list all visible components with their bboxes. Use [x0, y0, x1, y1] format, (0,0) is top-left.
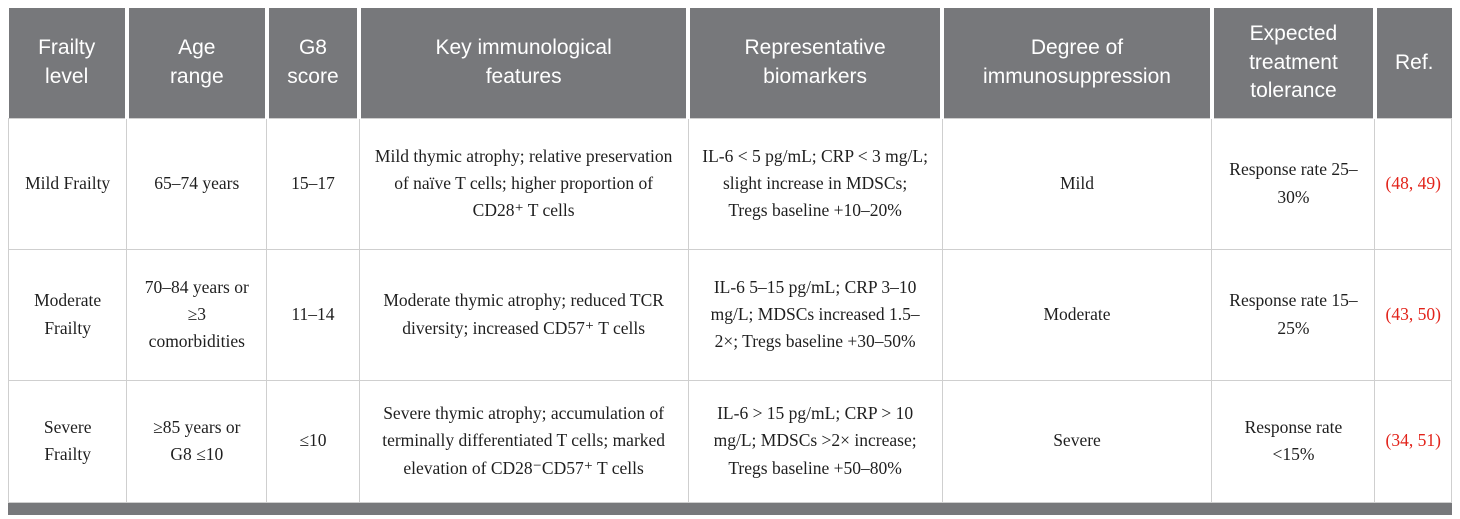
cell-frailty-level: Moderate Frailty: [7, 248, 128, 381]
cell-age-range: ≥85 years or G8 ≤10: [126, 379, 268, 503]
cell-g8-score: 11–14: [266, 248, 360, 381]
cell-biomarkers: IL-6 > 15 pg/mL; CRP > 10 mg/L; MDSCs >2…: [687, 379, 943, 503]
col-header-age-range: Age range: [124, 8, 267, 118]
table-row-mild: Mild Frailty 65–74 years 15–17 Mild thym…: [7, 117, 1452, 250]
cell-frailty-level: Severe Frailty: [7, 379, 128, 503]
cell-immunological-features: Severe thymic atrophy; accumulation of t…: [358, 379, 689, 503]
frailty-immunology-table: Frailty level Age range G8 score Key imm…: [7, 8, 1452, 503]
cell-frailty-level: Mild Frailty: [7, 117, 128, 250]
cell-g8-score: 15–17: [266, 117, 360, 250]
header-row: Frailty level Age range G8 score Key imm…: [8, 8, 1452, 118]
cell-age-range: 70–84 years or ≥3 comorbidities: [126, 248, 268, 381]
col-header-frailty-level: Frailty level: [8, 8, 127, 118]
col-header-immunosuppression: Degree of immunosuppression: [940, 8, 1212, 118]
cell-immunosuppression: Severe: [941, 379, 1213, 503]
cell-immunological-features: Mild thymic atrophy; relative preservati…: [358, 117, 689, 250]
cell-biomarkers: IL-6 5–15 pg/mL; CRP 3–10 mg/L; MDSCs in…: [687, 248, 943, 381]
citation-ref[interactable]: (43, 50): [1374, 248, 1452, 381]
col-header-g8-score: G8 score: [264, 8, 360, 118]
citation-ref[interactable]: (34, 51): [1374, 379, 1452, 503]
cell-treatment-tolerance: Response rate 25–30%: [1211, 117, 1376, 250]
col-header-biomarkers: Representative biomarkers: [686, 8, 943, 118]
table-row-severe: Severe Frailty ≥85 years or G8 ≤10 ≤10 S…: [7, 379, 1452, 503]
table-row-moderate: Moderate Frailty 70–84 years or ≥3 comor…: [7, 248, 1452, 381]
citation-ref[interactable]: (48, 49): [1374, 117, 1452, 250]
cell-g8-score: ≤10: [266, 379, 360, 503]
cell-age-range: 65–74 years: [126, 117, 268, 250]
cell-immunological-features: Moderate thymic atrophy; reduced TCR div…: [358, 248, 689, 381]
cell-treatment-tolerance: Response rate <15%: [1211, 379, 1376, 503]
cell-immunosuppression: Mild: [941, 117, 1213, 250]
cell-biomarkers: IL-6 < 5 pg/mL; CRP < 3 mg/L; slight inc…: [687, 117, 943, 250]
col-header-immunological-features: Key immunological features: [357, 8, 689, 118]
col-header-ref: Ref.: [1372, 8, 1452, 118]
cell-immunosuppression: Moderate: [941, 248, 1213, 381]
table-bottom-rule: [8, 502, 1452, 515]
cell-treatment-tolerance: Response rate 15–25%: [1211, 248, 1376, 381]
col-header-treatment-tolerance: Expected treatment tolerance: [1209, 8, 1375, 118]
